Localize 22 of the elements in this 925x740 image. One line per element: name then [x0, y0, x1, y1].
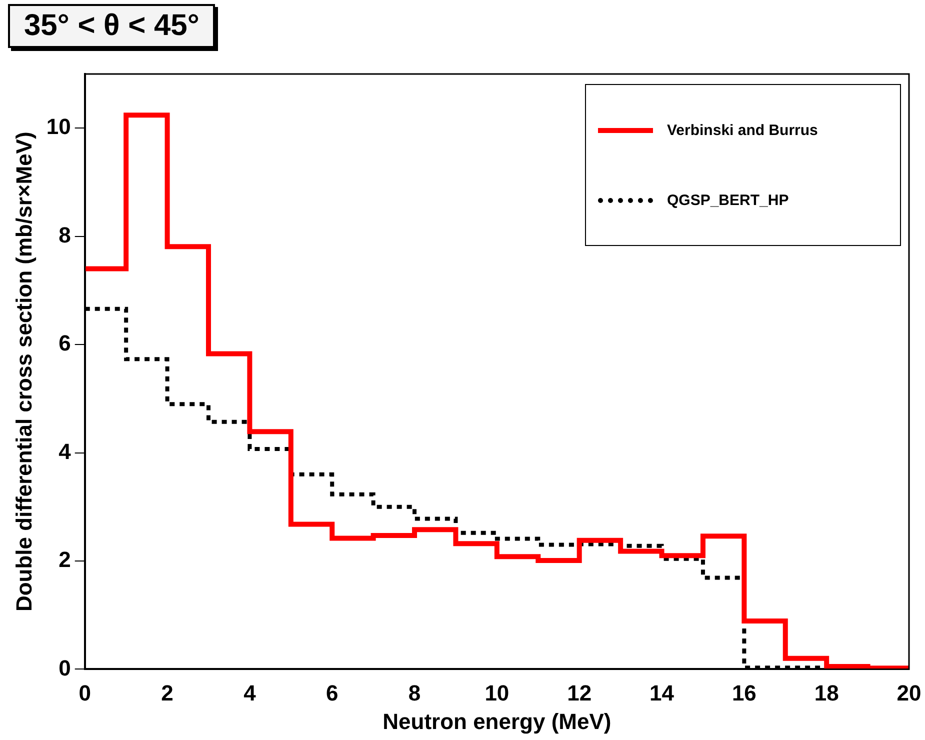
y-tick-label: 0 [58, 655, 71, 680]
x-tick-label: 10 [484, 680, 510, 706]
x-tick-label: 2 [161, 680, 174, 706]
x-tick-label: 16 [732, 680, 756, 706]
y-tick-label: 10 [46, 114, 71, 140]
x-tick-label: 18 [814, 680, 839, 706]
x-tick-label: 0 [78, 680, 91, 706]
y-tick-label: 2 [58, 547, 71, 572]
x-tick-label: 14 [650, 680, 675, 706]
x-tick-label: 20 [896, 680, 922, 706]
legend-label: Verbinski and Burrus [667, 122, 818, 138]
chart-title: 35° < θ < 45° [8, 4, 216, 48]
x-axis-title: Neutron energy (MeV) [382, 708, 612, 734]
legend-label: QGSP_BERT_HP [667, 192, 789, 208]
y-tick-label: 8 [58, 222, 71, 248]
x-tick-label: 4 [244, 680, 257, 706]
y-axis-title: Double differential cross section (mb/sr×MeV) [11, 132, 36, 612]
x-tick-label: 8 [408, 680, 421, 706]
x-tick-label: 12 [567, 680, 592, 706]
y-tick-label: 6 [58, 330, 71, 356]
x-tick-label: 6 [326, 680, 338, 706]
y-tick-label: 4 [58, 438, 72, 464]
